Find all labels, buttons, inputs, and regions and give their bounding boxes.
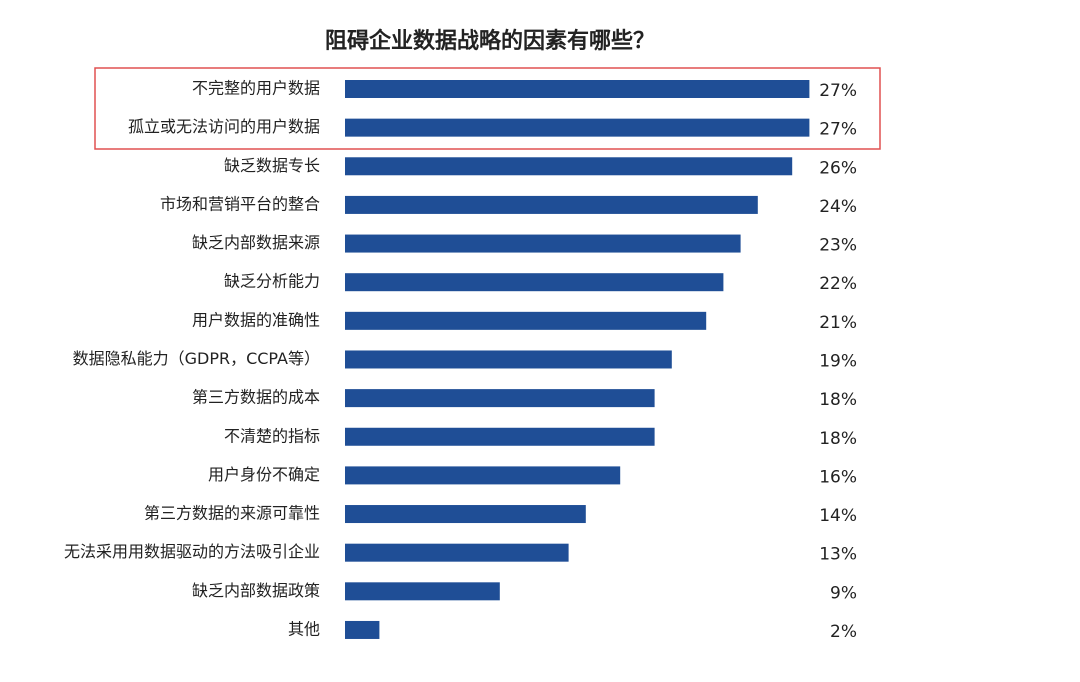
bar [345, 543, 569, 562]
bar [345, 620, 380, 639]
value-label: 26% [819, 158, 857, 178]
bar [345, 157, 793, 176]
category-label: 孤立或无法访问的用户数据 [128, 117, 320, 136]
value-label: 27% [819, 120, 857, 140]
bar [345, 389, 655, 408]
value-label: 23% [819, 236, 857, 256]
value-label: 22% [819, 274, 857, 294]
highlight-box [94, 67, 881, 150]
value-label: 19% [819, 351, 857, 371]
bar [345, 427, 655, 446]
value-label: 13% [819, 545, 857, 565]
category-label: 市场和营销平台的整合 [160, 194, 320, 213]
bar [345, 273, 724, 292]
bar [345, 234, 741, 253]
value-label: 21% [819, 313, 857, 333]
category-label: 无法采用用数据驱动的方法吸引企业 [64, 542, 320, 561]
bar [345, 80, 810, 98]
bar [345, 118, 810, 137]
value-label: 18% [819, 429, 857, 449]
category-label: 用户数据的准确性 [192, 310, 320, 329]
bar [345, 466, 621, 485]
bar [345, 350, 672, 369]
value-label: 16% [819, 467, 857, 487]
bar [345, 505, 586, 524]
value-label: 24% [819, 197, 857, 217]
value-label: 27% [819, 81, 857, 101]
category-label: 其他 [288, 619, 320, 638]
value-label: 9% [830, 583, 857, 603]
value-label: 14% [819, 506, 857, 526]
value-label: 18% [819, 390, 857, 410]
bar [345, 195, 758, 214]
category-label: 第三方数据的来源可靠性 [144, 504, 320, 523]
bar [345, 582, 500, 601]
category-label: 缺乏内部数据来源 [192, 233, 320, 252]
category-label: 不清楚的指标 [224, 426, 320, 445]
category-label: 第三方数据的成本 [192, 388, 320, 407]
chart-title: 阻碍企业数据战略的因素有哪些？ [325, 28, 655, 54]
value-label: 2% [830, 622, 857, 642]
bar [345, 311, 707, 330]
category-label: 数据隐私能力（GDPR，CCPA等） [73, 349, 320, 368]
category-label: 缺乏分析能力 [224, 272, 320, 291]
category-label: 不完整的用户数据 [192, 79, 320, 98]
category-label: 缺乏内部数据政策 [192, 581, 320, 600]
category-label: 缺乏数据专长 [224, 156, 320, 175]
category-label: 用户身份不确定 [208, 465, 320, 484]
